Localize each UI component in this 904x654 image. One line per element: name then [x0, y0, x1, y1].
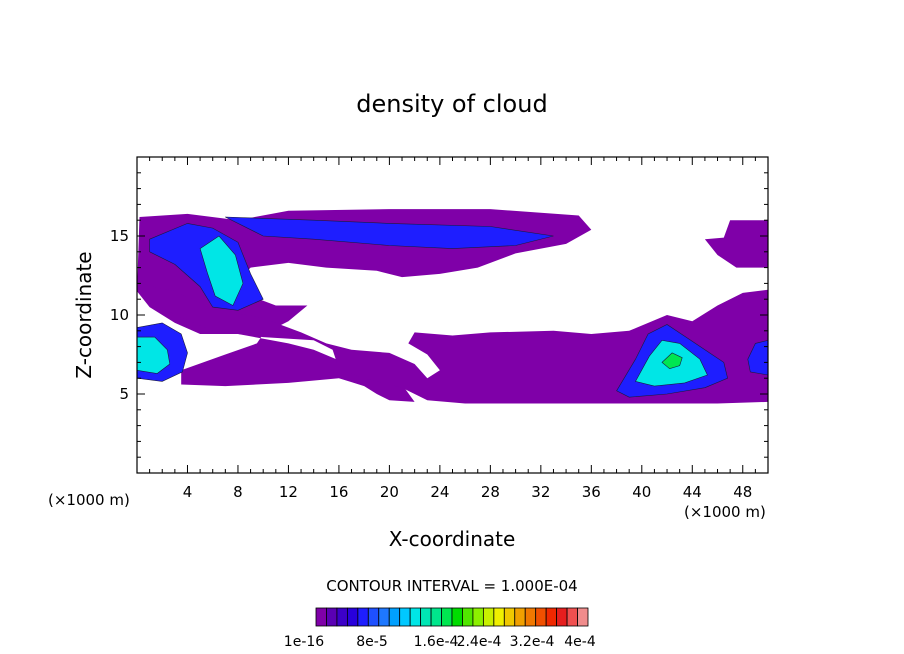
x-tick-label: 40	[632, 483, 651, 501]
contour-interval-text: CONTOUR INTERVAL = 1.000E-04	[326, 577, 577, 595]
colorbar-swatch	[514, 607, 526, 627]
colorbar-swatch	[566, 607, 578, 627]
colorbar-labels: 1e-16 8e-5 1.6e-42.4e-4 3.2e-4 4e-4	[284, 634, 596, 650]
cloud-region-right-edge-blue	[747, 339, 768, 376]
colorbar-swatch	[367, 607, 380, 627]
colorbar-swatch	[545, 607, 558, 627]
colorbar-swatch	[482, 607, 495, 627]
cloud-region-upper-cloud-layer	[137, 209, 592, 402]
colorbar-label: 3.2e-4	[510, 634, 555, 650]
y-tick-label: 5	[119, 385, 129, 403]
y-axis-label: Z-coordinate	[72, 251, 96, 378]
x-tick-label: 36	[582, 483, 601, 501]
colorbar-swatch	[378, 607, 390, 627]
colorbar-swatch	[441, 607, 453, 627]
colorbar-label: 2.4e-4	[457, 634, 502, 650]
chart-title: density of cloud	[356, 90, 547, 118]
x-tick-label: 44	[683, 483, 702, 501]
x-tick-label: 28	[481, 483, 500, 501]
colorbar-swatch	[503, 607, 516, 627]
x-tick-label: 4	[183, 483, 193, 501]
cloud-region-left-edge-cyan	[137, 336, 171, 374]
colorbar-label: 4e-4	[564, 634, 596, 650]
colorbar-swatch	[388, 607, 401, 627]
colorbar-label: 8e-5	[356, 634, 387, 650]
colorbar-swatch	[524, 607, 537, 627]
x-tick-label: 48	[733, 483, 752, 501]
x-tick-label: 20	[380, 483, 399, 501]
colorbar-swatch	[420, 607, 432, 627]
x-unit-right: (×1000 m)	[684, 503, 766, 521]
cloud-region-left-column-cyan	[199, 235, 244, 306]
colorbar-swatch	[472, 607, 484, 627]
colorbar-swatch	[462, 607, 474, 627]
x-axis-label: X-coordinate	[389, 527, 516, 551]
x-unit-left: (×1000 m)	[48, 491, 130, 509]
colorbar-swatch	[346, 607, 359, 627]
colorbar	[315, 607, 589, 627]
cloud-region-upper-blue-core	[225, 216, 554, 249]
x-tick-label: 12	[279, 483, 298, 501]
cloud-region-right-top-patches	[704, 220, 768, 268]
colorbar-swatch	[409, 607, 422, 627]
colorbar-swatch	[493, 607, 505, 627]
cloud-region-right-blob-green	[661, 352, 683, 370]
y-tick-label: 10	[110, 306, 129, 324]
colorbar-swatch	[336, 607, 348, 627]
x-tick-label: 8	[233, 483, 243, 501]
colorbar-swatch	[577, 607, 589, 627]
x-tick-label: 16	[329, 483, 348, 501]
x-tick-label: 24	[430, 483, 449, 501]
colorbar-swatch	[357, 607, 369, 627]
colorbar-label: 1.6e-4	[414, 634, 459, 650]
colorbar-swatch	[399, 607, 411, 627]
colorbar-swatch	[315, 607, 327, 627]
colorbar-swatch	[556, 607, 568, 627]
colorbar-swatch	[326, 607, 338, 627]
colorbar-label: 1e-16	[284, 634, 324, 650]
y-tick-label: 15	[110, 227, 129, 245]
colorbar-swatch	[430, 607, 442, 627]
cloud-region-lower-cloud-band	[137, 283, 768, 404]
colorbar-swatch	[535, 607, 547, 627]
x-tick-label: 32	[531, 483, 550, 501]
colorbar-swatch	[451, 607, 463, 627]
